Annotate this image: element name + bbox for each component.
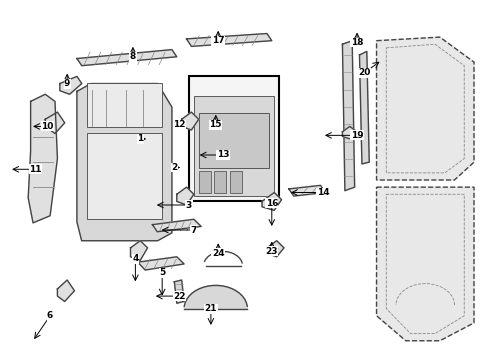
FancyBboxPatch shape xyxy=(199,113,270,168)
Polygon shape xyxy=(187,33,272,46)
Bar xyxy=(199,171,211,193)
FancyBboxPatch shape xyxy=(87,84,162,127)
Text: 7: 7 xyxy=(191,225,197,234)
Polygon shape xyxy=(343,41,355,191)
Polygon shape xyxy=(130,241,147,260)
Text: 6: 6 xyxy=(47,311,53,320)
Polygon shape xyxy=(177,187,194,205)
Polygon shape xyxy=(174,280,184,303)
Polygon shape xyxy=(182,112,199,130)
Polygon shape xyxy=(184,285,247,309)
Bar xyxy=(230,171,242,193)
Text: 17: 17 xyxy=(212,36,224,45)
Bar xyxy=(214,171,226,193)
Text: 16: 16 xyxy=(266,199,278,208)
Polygon shape xyxy=(60,76,82,94)
Text: 5: 5 xyxy=(159,268,165,277)
Text: 4: 4 xyxy=(132,254,139,263)
Text: 14: 14 xyxy=(317,188,329,197)
Polygon shape xyxy=(262,193,282,210)
Polygon shape xyxy=(138,257,184,270)
Polygon shape xyxy=(77,50,177,66)
Polygon shape xyxy=(267,241,284,257)
Text: 22: 22 xyxy=(173,292,186,301)
Text: 11: 11 xyxy=(29,165,42,174)
Text: 23: 23 xyxy=(266,247,278,256)
Polygon shape xyxy=(45,112,65,134)
Polygon shape xyxy=(57,280,74,301)
Polygon shape xyxy=(360,51,369,164)
Text: 21: 21 xyxy=(205,304,217,313)
Text: 13: 13 xyxy=(217,150,229,159)
Text: 2: 2 xyxy=(171,163,177,172)
Text: 18: 18 xyxy=(351,38,363,47)
FancyBboxPatch shape xyxy=(87,133,162,219)
Polygon shape xyxy=(152,219,201,232)
Text: 24: 24 xyxy=(212,249,224,258)
Polygon shape xyxy=(343,126,357,139)
Text: 8: 8 xyxy=(130,52,136,61)
FancyBboxPatch shape xyxy=(194,96,274,196)
Polygon shape xyxy=(289,185,325,196)
Polygon shape xyxy=(77,84,172,241)
Text: 1: 1 xyxy=(137,134,144,143)
Text: 9: 9 xyxy=(64,79,71,88)
Polygon shape xyxy=(376,37,474,180)
Polygon shape xyxy=(376,187,474,341)
Text: 19: 19 xyxy=(351,131,364,140)
Text: 3: 3 xyxy=(186,201,192,210)
Text: 20: 20 xyxy=(358,68,370,77)
Text: 10: 10 xyxy=(42,122,54,131)
Text: 12: 12 xyxy=(173,120,186,129)
Bar xyxy=(189,76,279,202)
Text: 15: 15 xyxy=(210,120,222,129)
Polygon shape xyxy=(28,94,57,223)
